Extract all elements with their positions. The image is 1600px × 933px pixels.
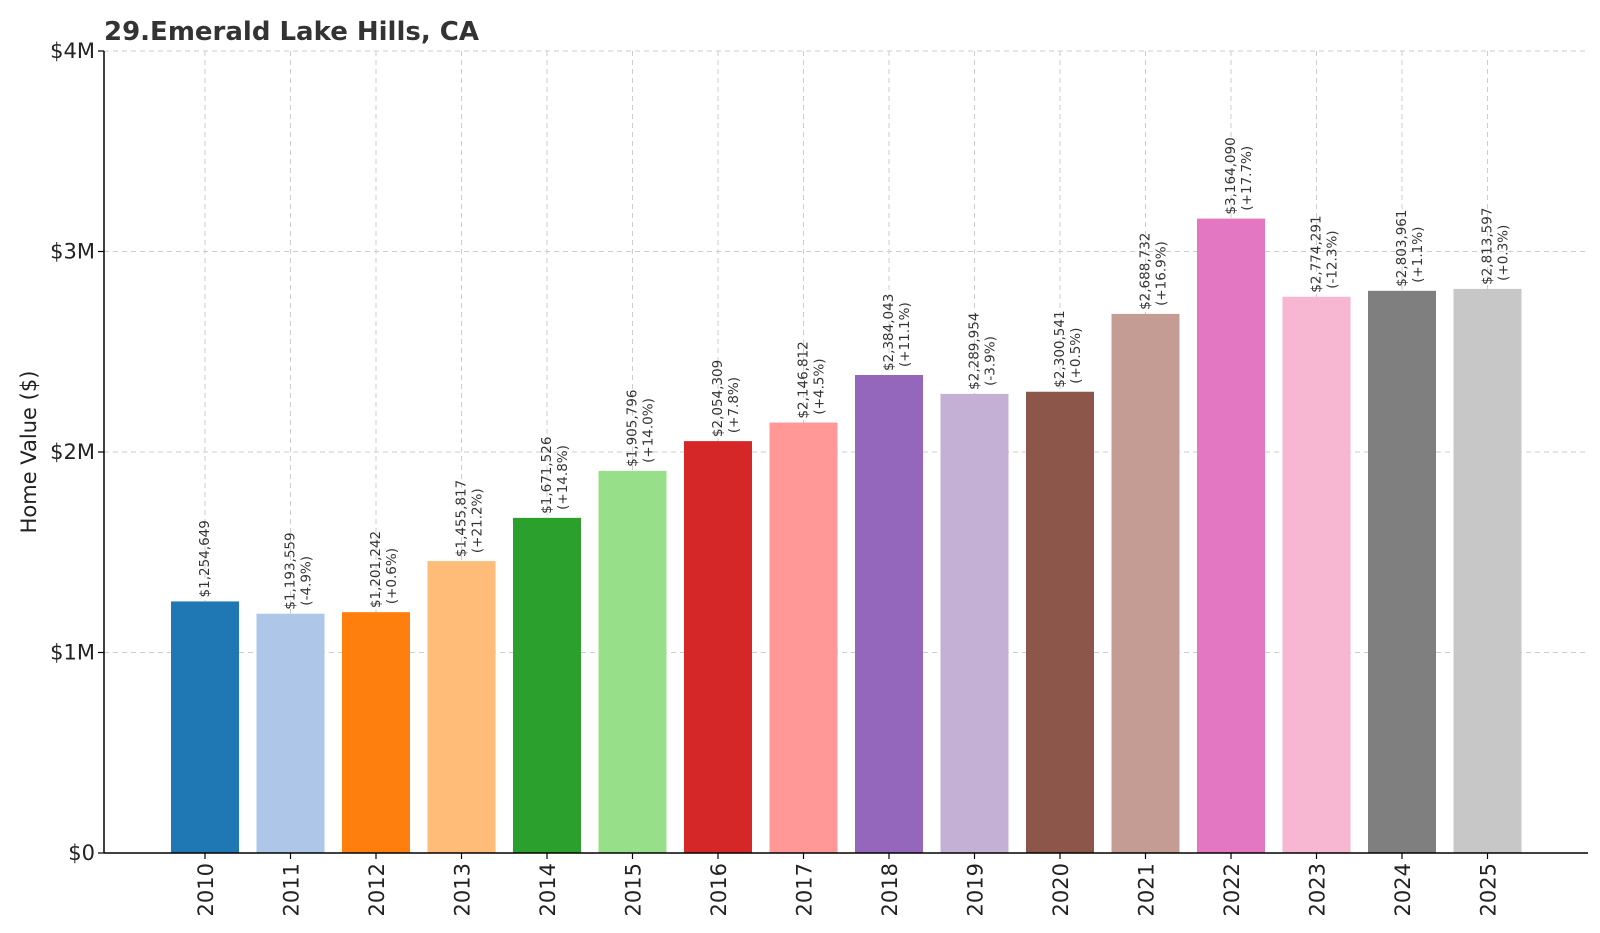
bar-2024 [1368,290,1436,854]
bar-2018 [855,374,923,853]
bar-2017 [769,422,838,853]
bar-2021 [1111,313,1180,853]
value-label: $2,289,954 [967,313,983,390]
bar-2023 [1282,296,1351,854]
x-tick-label: 2010 [194,863,218,916]
value-label: $1,905,796 [625,390,641,467]
data-labels: $1,254,649 $1,193,559 (-4.9%) $1,201,242 (+0… [197,137,1512,609]
y-tick-label: $1M [50,641,95,665]
change-label: (+17.7%) [1239,146,1255,211]
bar-2025 [1453,288,1522,854]
x-tick-label: 2013 [451,863,475,916]
x-tick-label: 2012 [365,863,389,916]
change-label: (+21.2%) [470,488,486,553]
value-label: $2,300,541 [1052,310,1068,387]
y-tick-label: $0 [68,841,95,865]
change-label: (+7.8%) [726,377,742,433]
y-tick-label: $2M [50,440,95,464]
x-tick-label: 2018 [878,863,902,916]
bar-2011 [256,613,325,853]
change-label: (+0.3%) [1496,225,1512,281]
change-label: (+16.9%) [1154,241,1170,306]
x-tick-label: 2019 [964,863,988,916]
value-label: $1,671,526 [539,437,555,514]
y-tick-label: $4M [50,39,95,63]
grid [104,50,1588,853]
value-label: $2,688,732 [1138,233,1154,310]
x-tick-label: 2023 [1306,863,1330,916]
x-tick-label: 2016 [707,863,731,916]
bar-2016 [684,441,752,853]
bars [171,218,1522,854]
bar-2014 [513,517,581,853]
value-label: $3,164,090 [1223,137,1239,214]
change-label: (+0.5%) [1068,328,1084,384]
y-axis-label: Home Value ($) [17,371,41,534]
value-label: $2,146,812 [796,341,812,418]
bar-2013 [427,561,496,853]
x-tick-label: 2020 [1049,863,1073,916]
change-label: (+14.8%) [555,445,571,510]
change-label: (+14.0%) [641,398,657,463]
change-label: (+4.5%) [812,358,828,414]
value-label: $2,803,961 [1394,210,1410,287]
bar-2019 [940,393,1009,853]
bar-2015 [598,470,667,853]
x-axis-ticks: 2010 2011 2012 2013 2014 2015 2016 2017 2018 2019… [194,853,1501,916]
change-label: (-4.9%) [299,556,315,606]
bar-2022 [1197,218,1265,853]
bar-2020 [1026,391,1094,853]
value-label: $2,054,309 [710,360,726,437]
bar-2010 [171,601,239,853]
value-label: $2,774,291 [1309,215,1325,292]
x-tick-label: 2015 [622,863,646,916]
value-label: $1,193,559 [283,532,299,609]
change-label: (-12.3%) [1325,230,1341,288]
x-tick-label: 2017 [793,863,817,916]
x-tick-label: 2024 [1391,863,1415,916]
value-label: $1,455,817 [454,480,470,557]
chart-title: 29.Emerald Lake Hills, CA [104,17,479,47]
change-label: (-3.9%) [983,336,999,386]
change-label: (+0.6%) [384,548,400,604]
change-label: (+1.1%) [1410,227,1426,283]
bar-2012 [342,612,410,853]
x-tick-label: 2021 [1135,863,1159,916]
value-label: $1,254,649 [197,520,213,597]
x-tick-label: 2014 [536,863,560,916]
value-label: $2,384,043 [881,294,897,371]
value-label: $1,201,242 [368,531,384,608]
change-label: (+11.1%) [897,302,913,367]
y-axis-ticks: $0 $1M $2M $3M $4M [50,39,104,865]
x-tick-label: 2011 [280,863,304,916]
y-tick-label: $3M [50,240,95,264]
x-tick-label: 2022 [1220,863,1244,916]
x-tick-label: 2025 [1477,863,1501,916]
value-label: $2,813,597 [1480,208,1496,285]
